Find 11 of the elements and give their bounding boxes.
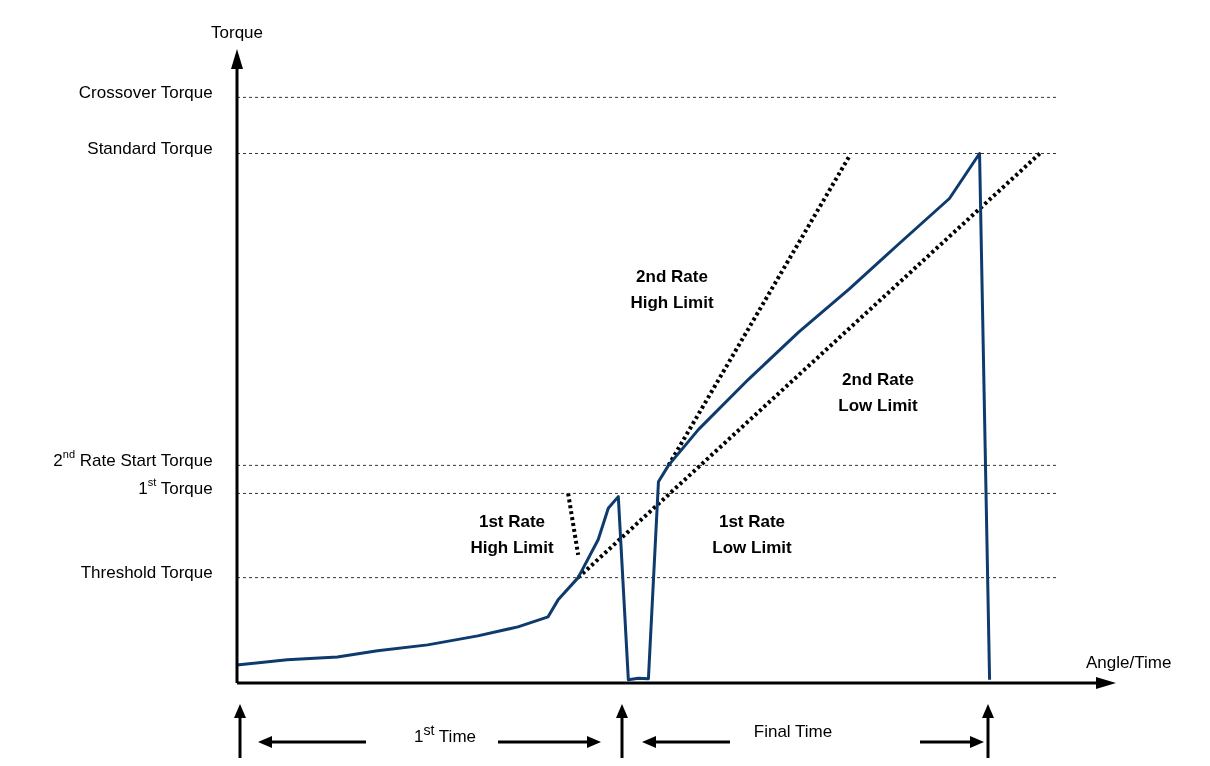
ref-line-label: Standard Torque: [87, 139, 213, 159]
text: 1$^{st}$ Time: [412, 722, 477, 747]
x-axis-title: Angle/Time: [1086, 652, 1172, 672]
text: Torque: [211, 22, 263, 42]
ref-line-label: Threshold Torque: [80, 563, 213, 583]
annotation: 2nd Rate High Limit: [630, 266, 714, 312]
annotation: 2nd Rate Low Limit: [838, 369, 918, 415]
text: Final Time: [752, 722, 834, 742]
ref-line-label: Crossover Torque: [78, 83, 213, 103]
annotation: 1st Rate High Limit: [470, 511, 554, 557]
annotation: 1st Rate Low Limit: [712, 511, 792, 557]
